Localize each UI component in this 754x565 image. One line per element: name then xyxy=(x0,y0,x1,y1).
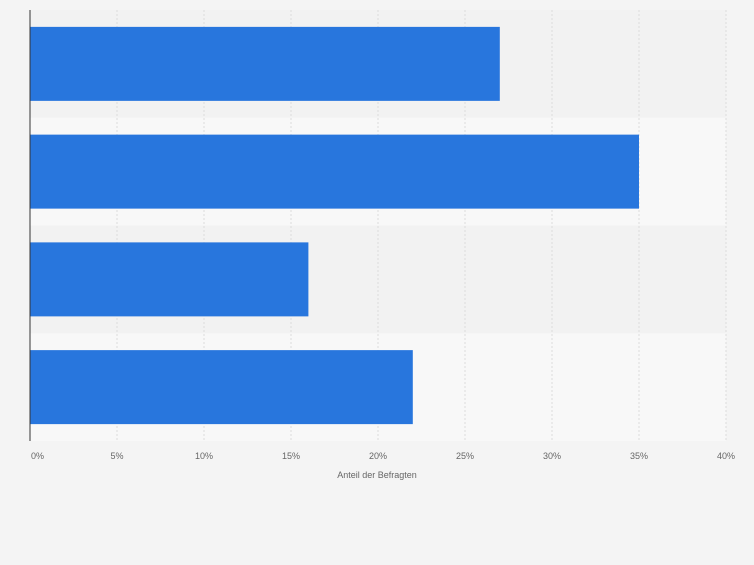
bar xyxy=(30,134,639,209)
bar xyxy=(30,350,413,425)
bar xyxy=(30,242,309,317)
x-tick-label: 10% xyxy=(195,451,213,461)
x-tick-label: 5% xyxy=(110,451,123,461)
x-tick-label: 30% xyxy=(543,451,561,461)
bars xyxy=(30,26,639,425)
x-tick-label: 35% xyxy=(630,451,648,461)
x-tick-labels: 0% 5% 10% 15% 20% 25% 30% 35% 40% xyxy=(31,451,735,461)
x-tick-label: 15% xyxy=(282,451,300,461)
bar xyxy=(30,26,500,101)
x-tick-label: 20% xyxy=(369,451,387,461)
x-tick-label: 0% xyxy=(31,451,44,461)
x-tick-label: 25% xyxy=(456,451,474,461)
x-axis-label: Anteil der Befragten xyxy=(337,470,417,480)
x-tick-label: 40% xyxy=(717,451,735,461)
